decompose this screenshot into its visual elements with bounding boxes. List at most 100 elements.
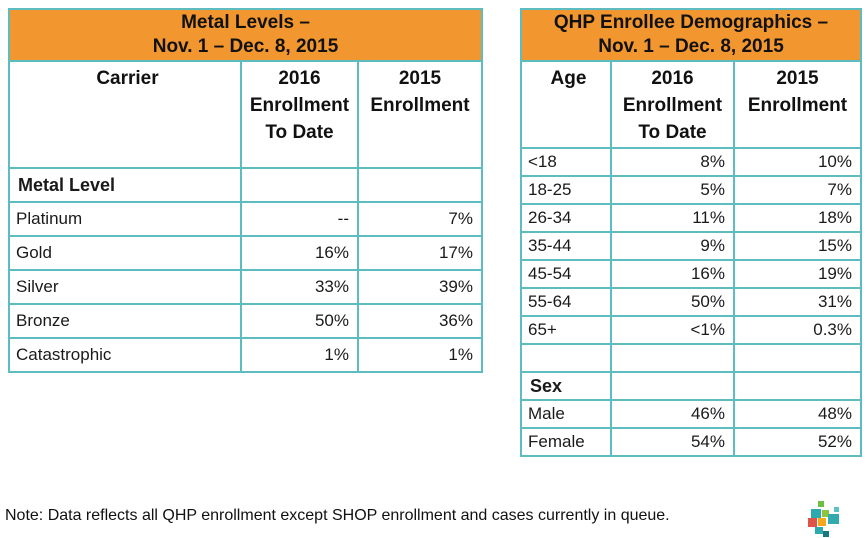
logo-square-green (818, 501, 824, 507)
column-header-2015-enrollment: 2015 Enrollment (357, 60, 483, 169)
cell-2015: 36% (357, 303, 483, 339)
title-line-2: Nov. 1 – Dec. 8, 2015 (152, 36, 339, 57)
table-row-bronze: Bronze 50% 36% (8, 303, 483, 339)
empty-cell (733, 343, 862, 373)
cell-2015: 19% (733, 259, 862, 289)
cell-2015: 17% (357, 235, 483, 271)
title-line-1: QHP Enrollee Demographics – (553, 12, 829, 33)
table-row-male: Male 46% 48% (520, 399, 862, 429)
cell-2015: 52% (733, 427, 862, 457)
cell-2015: 31% (733, 287, 862, 317)
cell-2016: 46% (610, 399, 735, 429)
table-row-platinum: Platinum -- 7% (8, 201, 483, 237)
metal-levels-title: Metal Levels – Nov. 1 – Dec. 8, 2015 (8, 8, 483, 62)
cell-2015: 39% (357, 269, 483, 305)
empty-cell (520, 343, 612, 373)
logo-square-dark-teal (823, 531, 829, 537)
column-header-carrier: Carrier (8, 60, 242, 169)
row-label: 18-25 (520, 175, 612, 205)
title-line-1: Metal Levels – (181, 12, 310, 33)
logo-square-teal-bottom (815, 527, 823, 534)
table-row-18-25: 18-25 5% 7% (520, 175, 862, 205)
row-label: 55-64 (520, 287, 612, 317)
section-label: Metal Level (8, 167, 242, 203)
demographics-title: QHP Enrollee Demographics – Nov. 1 – Dec… (520, 8, 862, 62)
cell-2015: 18% (733, 203, 862, 233)
table-row-26-34: 26-34 11% 18% (520, 203, 862, 233)
row-label: Male (520, 399, 612, 429)
row-label: 45-54 (520, 259, 612, 289)
row-label: Bronze (8, 303, 242, 339)
cell-2016: 5% (610, 175, 735, 205)
row-label: 65+ (520, 315, 612, 345)
header-line: Enrollment (370, 95, 470, 116)
cell-2016 (240, 167, 359, 203)
table-row-45-54: 45-54 16% 19% (520, 259, 862, 289)
row-label: 35-44 (520, 231, 612, 261)
logo-square-light-green (822, 510, 829, 517)
section-row-sex: Sex (520, 371, 862, 401)
table-row-gold: Gold 16% 17% (8, 235, 483, 271)
cell-2016: 8% (610, 147, 735, 177)
cell-2016: 16% (240, 235, 359, 271)
cell-2016: 50% (610, 287, 735, 317)
row-label: Gold (8, 235, 242, 271)
cell-2016: 54% (610, 427, 735, 457)
mosaic-squares-logo-icon (806, 498, 852, 538)
row-label: Platinum (8, 201, 242, 237)
cell-2015 (357, 167, 483, 203)
header-line: 2016 (278, 68, 321, 89)
row-label: Catastrophic (8, 337, 242, 373)
footnote: Note: Data reflects all QHP enrollment e… (5, 507, 670, 524)
cell-2016: 50% (240, 303, 359, 339)
cell-2016: 9% (610, 231, 735, 261)
column-header-age: Age (520, 60, 612, 149)
table-row-35-44: 35-44 9% 15% (520, 231, 862, 261)
table-title-row: Metal Levels – Nov. 1 – Dec. 8, 2015 (8, 8, 483, 62)
logo-square-teal (811, 509, 821, 518)
section-label: Sex (520, 371, 612, 401)
logo-square-teal-small (834, 507, 839, 512)
demographics-table: QHP Enrollee Demographics – Nov. 1 – Dec… (520, 8, 862, 457)
column-header-row: Age 2016 Enrollment To Date 2015 Enrollm… (520, 60, 862, 149)
table-row-55-64: 55-64 50% 31% (520, 287, 862, 317)
row-label: 26-34 (520, 203, 612, 233)
empty-cell (610, 343, 735, 373)
header-line: Enrollment (747, 95, 848, 116)
header-line: Enrollment (249, 95, 350, 116)
cell-2015: 15% (733, 231, 862, 261)
column-header-2016-enrollment: 2016 Enrollment To Date (240, 60, 359, 169)
title-line-2: Nov. 1 – Dec. 8, 2015 (598, 36, 784, 57)
header-line: To Date (265, 122, 334, 143)
section-row-metal-level: Metal Level (8, 167, 483, 203)
cell-2016: 11% (610, 203, 735, 233)
cell-2016: 1% (240, 337, 359, 373)
cell-2016: <1% (610, 315, 735, 345)
table-row-empty (520, 343, 862, 373)
header-line: 2015 (776, 68, 819, 89)
cell-2015: 1% (357, 337, 483, 373)
column-header-2015-enrollment: 2015 Enrollment (733, 60, 862, 149)
table-row-under-18: <18 8% 10% (520, 147, 862, 177)
header-line: To Date (638, 122, 707, 143)
row-label: <18 (520, 147, 612, 177)
logo-square-teal-large (828, 514, 839, 524)
metal-levels-table: Metal Levels – Nov. 1 – Dec. 8, 2015 Car… (8, 8, 483, 373)
table-row-female: Female 54% 52% (520, 427, 862, 457)
cell-2016 (610, 371, 735, 401)
cell-2015: 10% (733, 147, 862, 177)
header-line: 2015 (398, 68, 442, 89)
table-row-65-plus: 65+ <1% 0.3% (520, 315, 862, 345)
table-title-row: QHP Enrollee Demographics – Nov. 1 – Dec… (520, 8, 862, 62)
cell-2016: -- (240, 201, 359, 237)
row-label: Silver (8, 269, 242, 305)
cell-2015: 7% (733, 175, 862, 205)
cell-2016: 16% (610, 259, 735, 289)
column-header-2016-enrollment: 2016 Enrollment To Date (610, 60, 735, 149)
cell-2015: 0.3% (733, 315, 862, 345)
logo-square-red (808, 518, 817, 527)
cell-2015 (733, 371, 862, 401)
cell-2016: 33% (240, 269, 359, 305)
cell-2015: 48% (733, 399, 862, 429)
